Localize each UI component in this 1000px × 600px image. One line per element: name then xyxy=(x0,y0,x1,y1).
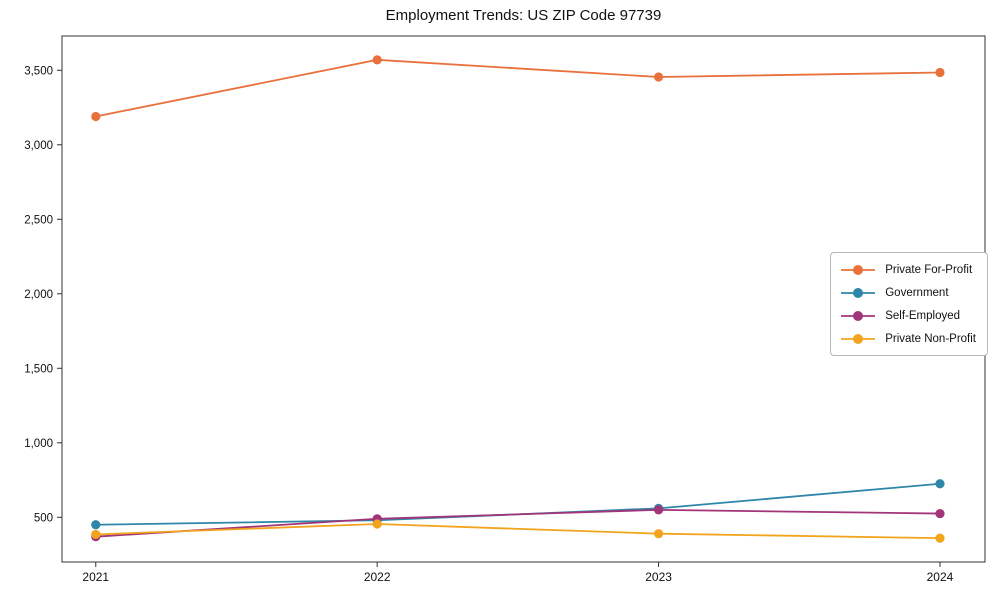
chart-point xyxy=(653,505,664,515)
legend-line-marker-icon xyxy=(841,310,876,321)
chart-point xyxy=(653,72,664,82)
y-tick-label: 1,000 xyxy=(24,438,53,450)
legend-line-marker-icon xyxy=(841,287,876,298)
chart-point xyxy=(372,519,382,529)
chart-point xyxy=(91,111,101,122)
chart-point xyxy=(935,533,945,543)
y-tick-label: 2,000 xyxy=(24,289,53,301)
y-tick-label: 500 xyxy=(34,512,53,524)
x-tick-label: 2024 xyxy=(927,570,954,584)
legend-item-label: Private For-Profit xyxy=(885,263,973,276)
x-tick-label: 2021 xyxy=(82,570,109,584)
legend-line-marker-icon xyxy=(841,333,876,344)
legend-line-marker-icon xyxy=(841,264,876,275)
legend-item-label: Private Non-Profit xyxy=(885,332,976,345)
x-tick-label: 2022 xyxy=(364,570,391,584)
chart-point xyxy=(653,529,664,539)
chart-point xyxy=(91,520,101,530)
chart-line xyxy=(95,482,941,526)
y-tick-label: 1,500 xyxy=(24,363,53,375)
legend-item: Government xyxy=(840,283,976,302)
y-tick-label: 2,500 xyxy=(24,214,53,226)
chart-line xyxy=(95,58,940,118)
legend-item: Self-Employed xyxy=(840,306,976,325)
chart-point xyxy=(935,67,945,78)
y-tick-label: 3,000 xyxy=(24,140,53,152)
legend-item-label: Self-Employed xyxy=(885,309,961,322)
chart-line xyxy=(95,508,940,538)
legend: Private For-Profit Government Self-Employe… xyxy=(830,252,988,356)
legend-item: Private Non-Profit xyxy=(840,329,976,348)
legend-item-label: Government xyxy=(885,286,949,299)
chart-point xyxy=(91,529,101,540)
x-tick-label: 2023 xyxy=(645,570,672,584)
chart-line xyxy=(95,523,940,540)
chart-point xyxy=(935,479,945,489)
y-tick-label: 3,500 xyxy=(24,65,53,77)
chart-point xyxy=(935,508,945,519)
legend-item: Private For-Profit xyxy=(840,260,976,279)
chart-point xyxy=(372,55,382,65)
chart-title: Employment Trends: US ZIP Code 97739 xyxy=(385,7,662,24)
